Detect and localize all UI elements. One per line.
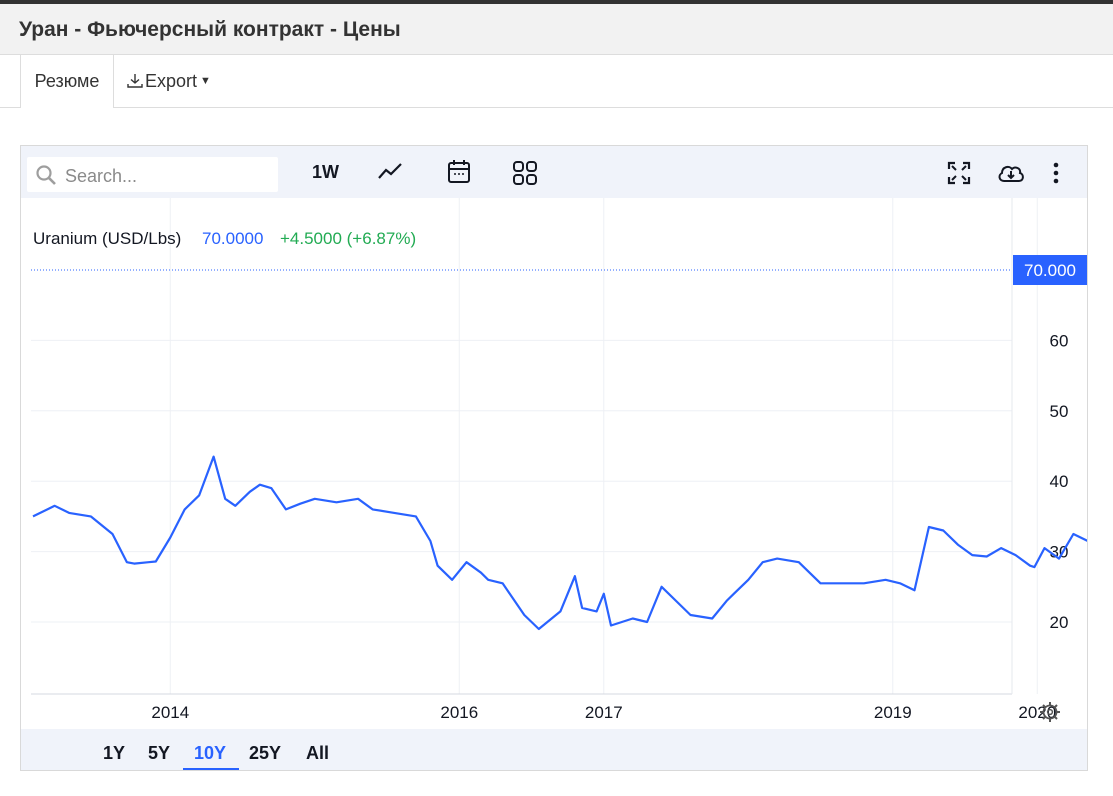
tab-row: Резюме Export ▼ (0, 55, 1113, 108)
caret-down-icon: ▼ (200, 75, 211, 87)
tab-summary[interactable]: Резюме (21, 55, 114, 108)
y-tick-label: 50 (1050, 402, 1069, 421)
search-input[interactable] (63, 162, 272, 190)
export-label: Export (145, 70, 198, 91)
title-bar: Уран - Фьючерсный контракт - Цены (0, 4, 1113, 55)
download-icon (127, 74, 143, 88)
chart-toolbar: 1W (21, 146, 1087, 198)
y-tick-label: 40 (1050, 472, 1069, 491)
series-line-uranium (32, 455, 1087, 631)
last-price-tag (1013, 255, 1087, 285)
last-price-label: 70.000 (1024, 261, 1076, 280)
range-5y[interactable]: 5Y (148, 743, 171, 763)
x-tick-label: 2017 (585, 703, 623, 722)
chart-widget (20, 145, 1088, 771)
price-chart[interactable]: 20304050602014201620172019202020222023 7… (21, 198, 1087, 728)
search-box[interactable] (27, 157, 278, 192)
settings-icon[interactable] (1040, 702, 1060, 722)
interval-button[interactable]: 1W (312, 162, 339, 182)
line-chart-icon[interactable] (376, 160, 404, 184)
more-icon[interactable] (1051, 161, 1061, 187)
active-range-indicator (183, 768, 239, 770)
grid-icon[interactable] (512, 160, 538, 186)
cloud-download-icon[interactable] (996, 161, 1026, 185)
y-tick-label: 60 (1050, 331, 1069, 350)
x-tick-label: 2014 (151, 703, 189, 722)
y-tick-label: 20 (1050, 613, 1069, 632)
x-tick-label: 2016 (440, 703, 478, 722)
legend-symbol: Uranium (USD/Lbs) (33, 229, 181, 248)
range-25y[interactable]: 25Y (249, 743, 282, 763)
page-title: Уран - Фьючерсный контракт - Цены (19, 18, 401, 41)
fullscreen-icon[interactable] (947, 161, 971, 185)
range-1y[interactable]: 1Y (103, 743, 126, 763)
x-tick-label: 2019 (874, 703, 912, 722)
calendar-icon[interactable] (447, 159, 471, 185)
y-tick-label: 30 (1050, 543, 1069, 562)
search-icon (36, 165, 56, 185)
range-10y[interactable]: 10Y (194, 743, 227, 763)
legend-change: +4.5000 (+6.87%) (280, 229, 416, 248)
tab-spacer (0, 55, 21, 107)
legend-last: 70.0000 (202, 229, 263, 248)
range-all[interactable]: All (306, 743, 330, 763)
range-bar: 1Y 5Y 10Y 25Y All (21, 729, 1087, 770)
export-button[interactable]: Export ▼ (125, 69, 211, 93)
